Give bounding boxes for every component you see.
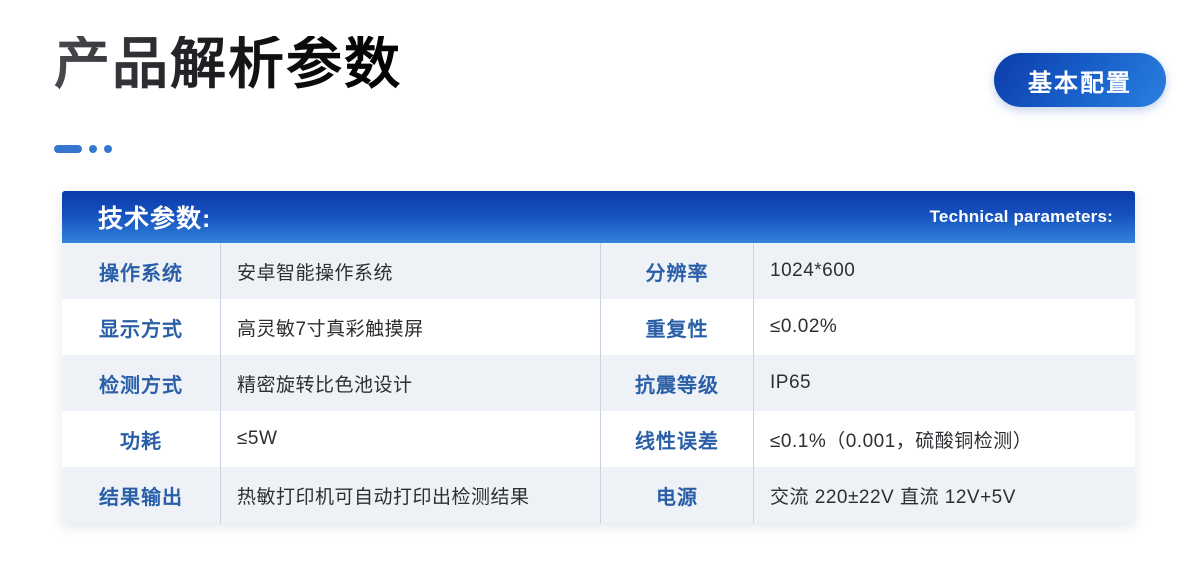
table-row: 检测方式 精密旋转比色池设计 抗震等级 IP65: [62, 355, 1135, 411]
status-badge[interactable]: 基本配置: [994, 53, 1166, 107]
table-row: 功耗 ≤5W 线性误差 ≤0.1%（0.001，硫酸铜检测）: [62, 411, 1135, 467]
table-cell-group-left: 检测方式 精密旋转比色池设计: [62, 355, 600, 411]
table-cell-group-right: 电源 交流 220±22V 直流 12V+5V: [600, 467, 1135, 523]
table-cell-group-right: 分辨率 1024*600: [600, 243, 1135, 299]
page-header: 产品解析参数 基本配置: [0, 0, 1200, 185]
row-value: IP65: [753, 355, 1135, 411]
row-value: ≤0.02%: [753, 299, 1135, 355]
table-cell-group-right: 重复性 ≤0.02%: [600, 299, 1135, 355]
page-title: 产品解析参数: [54, 32, 402, 95]
row-value: 热敏打印机可自动打印出检测结果: [220, 467, 600, 523]
row-label: 操作系统: [99, 262, 183, 285]
decor-dot-icon: [89, 145, 97, 153]
table-cell-group-right: 抗震等级 IP65: [600, 355, 1135, 411]
table-cell-group-left: 结果输出 热敏打印机可自动打印出检测结果: [62, 467, 600, 523]
table-cell-group-left: 显示方式 高灵敏7寸真彩触摸屏: [62, 299, 600, 355]
row-value: 安卓智能操作系统: [220, 243, 600, 299]
row-label: 检测方式: [99, 374, 183, 397]
spec-table: 技术参数: Technical parameters: 操作系统 安卓智能操作系…: [62, 191, 1135, 523]
table-row: 显示方式 高灵敏7寸真彩触摸屏 重复性 ≤0.02%: [62, 299, 1135, 355]
row-value: 1024*600: [753, 243, 1135, 299]
table-row: 结果输出 热敏打印机可自动打印出检测结果 电源 交流 220±22V 直流 12…: [62, 467, 1135, 523]
row-value: ≤5W: [220, 411, 600, 467]
row-label: 线性误差: [635, 430, 719, 453]
table-cell-group-left: 功耗 ≤5W: [62, 411, 600, 467]
row-label: 功耗: [120, 430, 162, 453]
row-label: 显示方式: [99, 318, 183, 341]
table-body: 操作系统 安卓智能操作系统 分辨率 1024*600 显示方式 高灵敏7寸真彩触…: [62, 243, 1135, 523]
table-cell-group-right: 线性误差 ≤0.1%（0.001，硫酸铜检测）: [600, 411, 1135, 467]
row-label: 重复性: [645, 318, 709, 341]
row-value: 精密旋转比色池设计: [220, 355, 600, 411]
table-cell-group-left: 操作系统 安卓智能操作系统: [62, 243, 600, 299]
decor-bar-icon: [54, 145, 82, 153]
row-value: ≤0.1%（0.001，硫酸铜检测）: [753, 411, 1135, 467]
row-label: 分辨率: [645, 262, 709, 285]
row-label: 结果输出: [99, 486, 183, 509]
row-value: 交流 220±22V 直流 12V+5V: [753, 467, 1135, 523]
decor-dot-icon: [104, 145, 112, 153]
table-header-title-en: Technical parameters:: [929, 207, 1113, 226]
table-row: 操作系统 安卓智能操作系统 分辨率 1024*600: [62, 243, 1135, 299]
row-label: 电源: [656, 486, 698, 509]
row-value: 高灵敏7寸真彩触摸屏: [220, 299, 600, 355]
row-label: 抗震等级: [635, 374, 719, 397]
title-decoration: [54, 145, 112, 153]
table-header: 技术参数: Technical parameters:: [62, 191, 1135, 243]
table-header-title-cn: 技术参数:: [98, 205, 212, 233]
